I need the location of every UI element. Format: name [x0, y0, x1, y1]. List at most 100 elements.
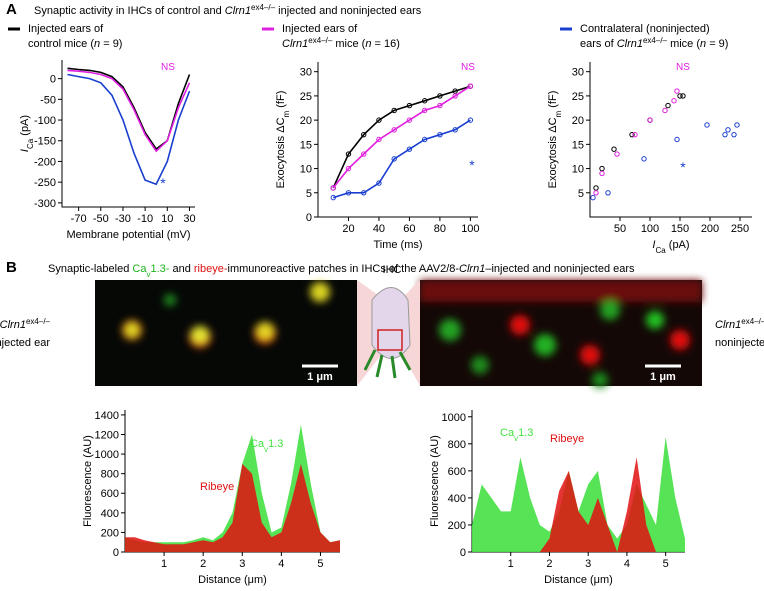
point — [641, 156, 647, 162]
y-tick-label: 1400 — [95, 410, 119, 422]
legend-text-part: n — [365, 38, 371, 50]
point — [330, 185, 336, 191]
series-label-part: Ribeye — [550, 433, 584, 445]
y-tick-label: 5 — [578, 188, 584, 200]
x-axis-label: Distance (μm) — [544, 574, 613, 586]
line — [332, 119, 471, 199]
legend-text-part: n — [94, 38, 100, 50]
point — [734, 122, 740, 128]
y-axis-label-part: (fF) — [547, 91, 559, 111]
series-label-part: Ribeye — [200, 481, 234, 493]
point — [632, 131, 638, 138]
y-tick-label: 15 — [572, 139, 584, 151]
point — [406, 117, 413, 123]
point — [665, 102, 671, 109]
x-tick-label: 100 — [641, 223, 659, 235]
series-label-part: 1.3 — [268, 438, 283, 450]
panel-title: Synaptic activity in IHCs of control and… — [34, 3, 422, 18]
legend-text: Injected ears of — [28, 23, 104, 35]
panel-title-part: –injected and noninjected ears — [485, 263, 635, 275]
x-axis-label-part: I — [652, 239, 655, 251]
y-tick-label: 10 — [572, 164, 584, 176]
line — [332, 85, 471, 189]
x-tick-label: -70 — [71, 213, 87, 225]
series-label-part: Ca — [500, 427, 515, 439]
y-tick-label: 20 — [572, 115, 584, 127]
x-tick-label: 10 — [161, 213, 173, 225]
x-axis-label-part: (pA) — [666, 239, 690, 251]
y-tick-label: 1000 — [442, 412, 466, 424]
x-tick-label: 150 — [671, 223, 689, 235]
point — [437, 131, 443, 138]
legend-text-part: ex4–/– — [643, 36, 668, 45]
annotation: NS — [161, 62, 175, 73]
point — [406, 146, 413, 152]
x-tick-label: 20 — [342, 223, 354, 235]
x-tick-label: 200 — [701, 223, 719, 235]
x-axis-label-part: Distance (μm) — [198, 574, 267, 586]
y-tick-label: -200 — [34, 156, 56, 168]
point — [677, 93, 683, 99]
annotation: NS — [676, 62, 690, 73]
point — [722, 131, 728, 138]
y-tick-label: 400 — [448, 493, 466, 505]
point — [680, 93, 686, 99]
point — [452, 127, 458, 133]
legend-text-part: Contralateral (noninjected) — [580, 23, 710, 35]
x-axis-label-part: Membrane potential (mV) — [66, 229, 190, 241]
point — [361, 131, 367, 138]
x-axis-label: Distance (μm) — [198, 574, 267, 586]
annotation: * — [680, 159, 686, 175]
image-label-part: ex4–/– — [26, 317, 51, 326]
y-tick-label: 30 — [572, 67, 584, 79]
y-axis-label: Exocytosis ΔCm (fF) — [275, 91, 291, 189]
point — [599, 165, 605, 172]
point — [345, 151, 352, 157]
x-axis-label: ICa (pA) — [652, 239, 689, 255]
point — [725, 127, 731, 133]
cell-label: IHC — [383, 264, 402, 276]
y-tick-label: -250 — [34, 177, 56, 189]
x-tick-label: 80 — [434, 223, 446, 235]
annotation: * — [160, 175, 166, 191]
y-tick-label: 0 — [460, 547, 466, 559]
point — [345, 190, 352, 196]
panel-title-part: ribeye- — [194, 263, 228, 275]
panel-title-part: 1.3- — [150, 263, 169, 275]
x-tick-label: 40 — [373, 223, 385, 235]
x-tick-label: 60 — [403, 223, 415, 235]
image-label: Clrn1ex4–/– — [715, 317, 764, 332]
annotation: * — [469, 157, 475, 173]
area — [125, 463, 340, 552]
y-tick-label: 25 — [572, 91, 584, 103]
point — [593, 190, 599, 196]
point — [421, 107, 428, 114]
legend-text-part: control mice ( — [28, 38, 94, 50]
point — [611, 146, 617, 152]
x-tick-label: 250 — [731, 223, 749, 235]
ihc-cell — [371, 287, 411, 359]
point — [421, 136, 428, 143]
x-tick-label: 5 — [317, 558, 323, 570]
legend-text: Injected ears of — [282, 23, 358, 35]
panel-title-part: Ca — [132, 263, 147, 275]
series-label: Cav1.3 — [500, 427, 533, 443]
image-label-part: noninjected ear — [715, 337, 764, 349]
x-axis-label-part: Ca — [655, 246, 666, 255]
y-axis-label: Fluorescence (AU) — [429, 435, 441, 527]
x-tick-label: 2 — [200, 558, 206, 570]
x-tick-label: 50 — [614, 223, 626, 235]
y-tick-label: 800 — [448, 439, 466, 451]
y-tick-label: 0 — [306, 212, 312, 224]
point — [629, 131, 635, 138]
point — [614, 151, 620, 157]
y-axis-label: Exocytosis ΔCm (fF) — [547, 91, 563, 189]
point — [605, 190, 611, 196]
y-axis-label-part: Exocytosis ΔC — [547, 117, 559, 188]
point — [590, 194, 596, 201]
y-axis-label: Fluorescence (AU) — [82, 435, 94, 527]
legend-text-part: = 9) — [100, 38, 122, 50]
panel-label: A — [6, 1, 17, 18]
y-axis-label-part: (pA) — [19, 115, 31, 139]
point — [593, 185, 599, 191]
